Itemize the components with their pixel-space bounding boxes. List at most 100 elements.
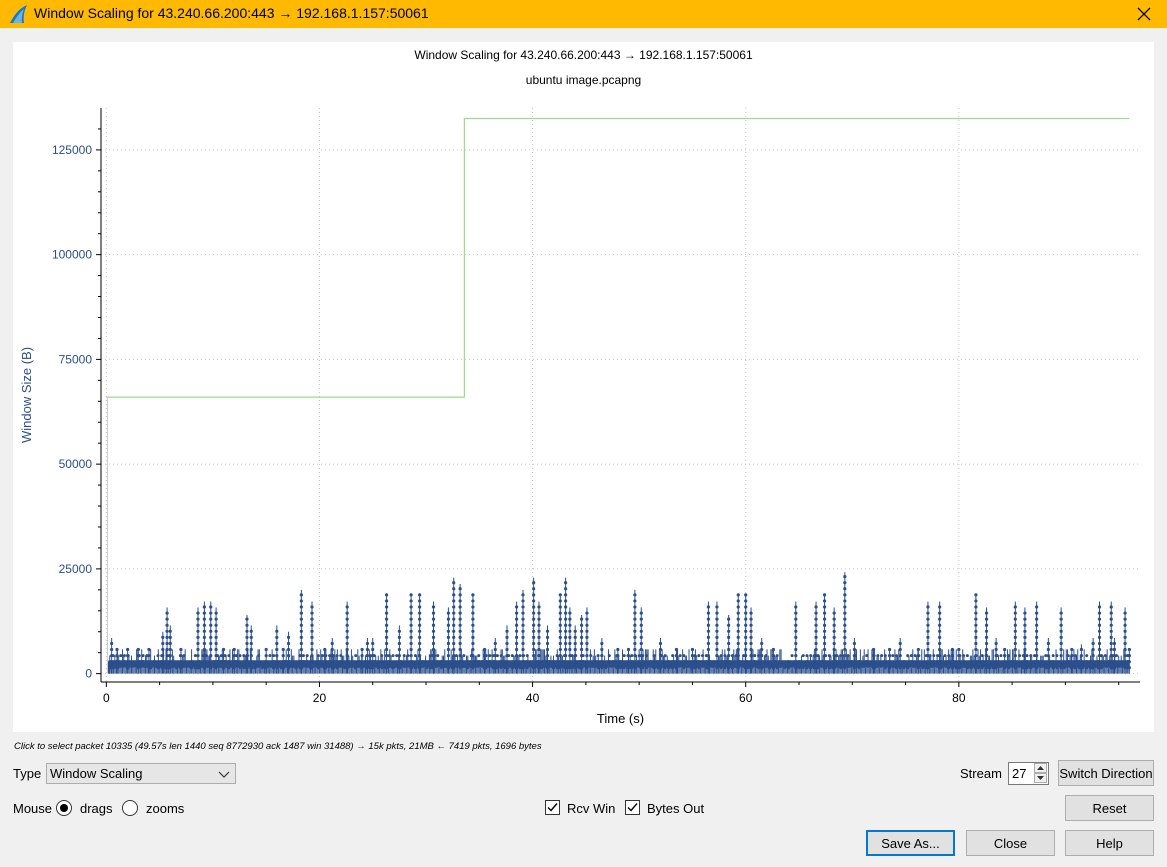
bytes-out-point [559, 659, 563, 663]
bytes-out-point [147, 660, 151, 664]
bytes-out-point [723, 659, 727, 663]
bytes-out-point [515, 660, 519, 664]
bytes-out-point [227, 666, 231, 670]
bytes-out-point [760, 647, 764, 652]
bytes-out-point [744, 654, 748, 658]
plot-panel[interactable]: Window Scaling for 43.240.66.200:443 → 1… [13, 42, 1154, 732]
bytes-out-point [409, 593, 413, 597]
bytes-out-point [532, 641, 536, 646]
bytes-out-point [214, 641, 218, 646]
bytes-out-point [532, 599, 536, 603]
bytes-out-point [850, 659, 854, 663]
bytes-out-point [165, 629, 169, 633]
bytes-out-point [214, 611, 218, 615]
bytes-out-point [493, 641, 497, 646]
bytes-out-point [749, 635, 753, 639]
help-button[interactable]: Help [1065, 830, 1154, 856]
bytes-out-point [126, 666, 130, 670]
bytes-out-checkbox[interactable] [625, 800, 640, 815]
bytes-out-point [471, 647, 475, 652]
bytes-out-point [299, 623, 303, 627]
bytes-out-point [760, 660, 764, 664]
bytes-out-point [505, 629, 509, 633]
bytes-out-point [809, 666, 813, 670]
checkmark-icon [547, 803, 558, 812]
bytes-out-point [354, 666, 358, 670]
bytes-out-point [397, 654, 401, 658]
bytes-out-point [652, 659, 656, 663]
bytes-out-point [488, 654, 492, 658]
bytes-out-point [294, 666, 298, 670]
bytes-out-point [432, 654, 436, 658]
bytes-out-point [622, 666, 626, 670]
bytes-out-point [431, 666, 436, 670]
bytes-out-point [418, 629, 422, 633]
bytes-out-point [555, 654, 559, 658]
bytes-out-point [446, 654, 450, 658]
reset-button[interactable]: Reset [1065, 795, 1154, 821]
bytes-out-point [749, 647, 753, 652]
bytes-out-point [1035, 617, 1039, 621]
bytes-out-point [842, 659, 846, 663]
bytes-out-point [674, 647, 679, 652]
bytes-out-point [843, 611, 847, 615]
bytes-out-point [757, 654, 761, 658]
bytes-out-point [1044, 654, 1048, 658]
bytes-out-point [1079, 647, 1083, 652]
bytes-out-point [708, 659, 712, 663]
bytes-out-point [564, 641, 568, 646]
bytes-out-point [1059, 617, 1063, 621]
bytes-out-point [365, 641, 370, 646]
bytes-out-point [521, 629, 525, 633]
bytes-out-point [1051, 666, 1055, 670]
bytes-out-point [417, 666, 421, 670]
bytes-out-point [537, 654, 541, 658]
bytes-out-point [216, 659, 220, 663]
bytes-out-point [564, 581, 568, 585]
bytes-out-point [209, 666, 213, 670]
bytes-out-point [1059, 654, 1063, 658]
save-as-button[interactable]: Save As... [866, 830, 955, 856]
y-axis-label: Window Size (B) [19, 347, 34, 443]
bytes-out-point [727, 641, 731, 646]
switch-direction-button[interactable]: Switch Direction [1058, 760, 1154, 786]
bytes-out-point [1074, 666, 1078, 670]
stream-decrement-button[interactable] [1034, 773, 1047, 783]
bytes-out-point [446, 666, 450, 670]
bytes-out-point [409, 611, 413, 615]
close-window-button[interactable] [1121, 0, 1167, 28]
bytes-out-point [545, 641, 550, 646]
bytes-out-point [916, 647, 920, 652]
bytes-out-point [532, 617, 536, 621]
bytes-out-point [585, 647, 589, 652]
bytes-out-point [310, 647, 314, 652]
drags-radio[interactable] [56, 800, 72, 816]
bytes-out-point [1013, 611, 1017, 615]
graph-type-select[interactable]: Window Scaling [46, 763, 236, 784]
bytes-out-point [969, 666, 973, 670]
bytes-out-point [564, 611, 568, 615]
bytes-out-point [1003, 647, 1007, 652]
stream-increment-button[interactable] [1034, 763, 1047, 773]
bytes-out-point [577, 666, 581, 670]
bytes-out-point [458, 593, 462, 597]
bytes-out-point [674, 659, 678, 663]
bytes-out-point [689, 666, 693, 670]
bytes-out-point [639, 641, 643, 646]
bytes-out-point [371, 666, 375, 670]
bytes-out-point [794, 617, 798, 621]
bytes-out-point [409, 666, 413, 670]
close-button[interactable]: Close [966, 830, 1055, 856]
bytes-out-point [1079, 654, 1083, 658]
bytes-out-point [909, 659, 913, 663]
bytes-out-point [706, 666, 711, 670]
bytes-out-point [350, 659, 354, 663]
bytes-out-point [843, 587, 847, 591]
bytes-out-point [345, 623, 349, 627]
window-scaling-chart[interactable]: 0 20 40 60 80 0 25000 50000 75000 100000 125000 Tim… [13, 42, 1154, 732]
zooms-radio[interactable] [122, 800, 138, 816]
stream-spinbox[interactable]: 27 [1008, 762, 1049, 785]
bytes-out-point [1097, 617, 1102, 621]
bytes-out-point [727, 635, 731, 639]
rcv-win-checkbox[interactable] [545, 800, 560, 815]
